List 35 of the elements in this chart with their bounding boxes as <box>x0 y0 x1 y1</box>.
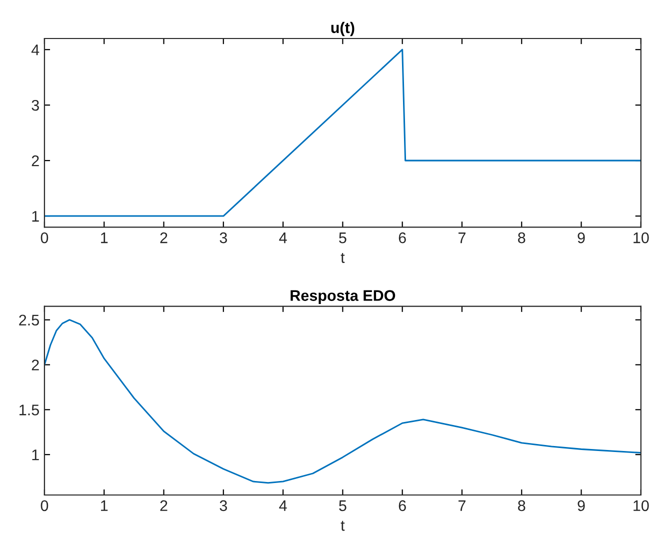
x-tick-label: 3 <box>220 500 227 512</box>
x-tick-label: 2 <box>160 232 168 244</box>
x-tick-label: 6 <box>398 500 406 512</box>
x-tick-label: 4 <box>279 500 287 511</box>
x-axis-title: t <box>340 520 345 531</box>
x-tick-label: 4 <box>279 232 287 244</box>
x-tick-label: 1 <box>101 500 108 511</box>
x-tick-label: 3 <box>220 232 227 244</box>
x-tick-label: 5 <box>339 500 346 512</box>
x-tick-label: 8 <box>518 232 526 244</box>
y-tick-label: 3 <box>32 100 39 111</box>
x-tick-label: 10 <box>634 500 649 512</box>
x-axis-title: t <box>340 252 345 263</box>
x-tick-label: 0 <box>40 232 48 244</box>
x-tick-label: 2 <box>160 500 168 511</box>
y-tick-label: 2 <box>32 360 39 370</box>
x-tick-label: 0 <box>40 500 48 512</box>
y-tick-label: 2 <box>32 155 39 166</box>
x-tick-label: 10 <box>634 232 649 244</box>
y-tick-label: 1.5 <box>20 404 39 416</box>
x-tick-label: 7 <box>458 232 466 244</box>
y-tick-label: 2.5 <box>19 314 39 326</box>
chart-title: u(t) <box>331 22 354 36</box>
x-tick-label: 7 <box>458 500 466 511</box>
line-series <box>44 319 641 484</box>
x-tick-label: 9 <box>578 500 585 512</box>
y-tick-label: 4 <box>31 44 40 56</box>
chart-title: Resposta EDO <box>290 290 396 304</box>
x-tick-label: 5 <box>339 232 346 244</box>
x-tick-label: 1 <box>101 232 108 244</box>
y-tick-label: 1 <box>32 211 39 222</box>
x-tick-label: 9 <box>578 232 585 244</box>
x-tick-label: 6 <box>398 232 406 244</box>
y-tick-label: 1 <box>32 450 39 460</box>
x-tick-label: 8 <box>518 500 526 512</box>
